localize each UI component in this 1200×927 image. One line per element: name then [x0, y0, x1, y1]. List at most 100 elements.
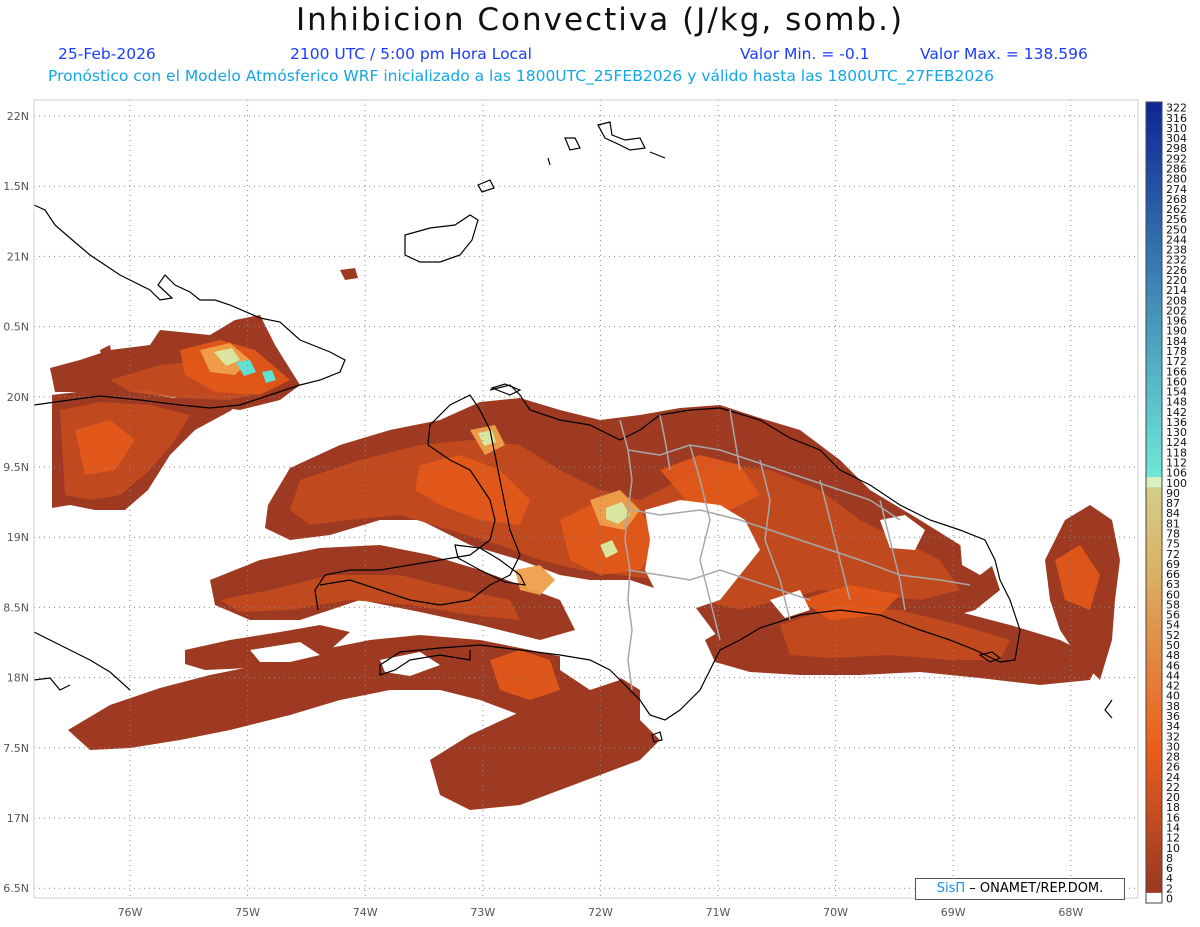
colorbar-label: 6 — [1166, 862, 1173, 875]
colorbar-label: 238 — [1166, 244, 1187, 257]
colorbar-label: 178 — [1166, 345, 1187, 358]
coastlines — [33, 121, 1113, 743]
colorbar-label: 316 — [1166, 112, 1187, 125]
colorbar-label: 250 — [1166, 223, 1187, 236]
colorbar-label: 4 — [1166, 872, 1173, 885]
colorbar-label: 42 — [1166, 680, 1180, 693]
colorbar-swatch — [1146, 416, 1162, 427]
colorbar-label: 10 — [1166, 842, 1180, 855]
colorbar-label: 22 — [1166, 781, 1180, 794]
colorbar-swatch — [1146, 781, 1162, 792]
colorbar-swatch — [1146, 842, 1162, 853]
lon-label: 74W — [353, 906, 378, 919]
colorbar-swatch — [1146, 892, 1162, 904]
province-borders — [619, 409, 971, 691]
lon-label: 75W — [235, 906, 260, 919]
colorbar-swatch — [1146, 122, 1162, 133]
colorbar-swatch — [1146, 832, 1162, 843]
colorbar-label: 54 — [1166, 619, 1180, 632]
lat-label: 6.5N — [3, 882, 29, 895]
colorbar: 3223163103042982922862802742682622562502… — [1145, 101, 1187, 906]
colorbar-swatch — [1146, 659, 1162, 671]
colorbar-swatch — [1146, 294, 1162, 306]
colorbar-swatch — [1146, 679, 1162, 691]
lat-label: 1.5N — [3, 180, 29, 193]
colorbar-swatch — [1146, 396, 1162, 407]
colorbar-label: 100 — [1166, 477, 1187, 490]
colorbar-label: 154 — [1166, 386, 1187, 399]
lat-label: 7.5N — [3, 742, 29, 755]
lat-label: 17N — [7, 812, 29, 825]
haiti-dr-border — [619, 419, 633, 691]
colorbar-label: 190 — [1166, 325, 1187, 338]
jamaica-coast — [33, 631, 131, 691]
caicos-islands — [597, 121, 646, 151]
colorbar-label: 40 — [1166, 690, 1180, 703]
small-cay-2 — [477, 179, 495, 193]
colorbar-label: 20 — [1166, 791, 1180, 804]
colorbar-label: 63 — [1166, 578, 1180, 591]
field-south-lower — [430, 700, 660, 810]
colorbar-swatch — [1146, 669, 1162, 681]
colorbar-swatch — [1146, 537, 1162, 549]
colorbar-label: 50 — [1166, 639, 1180, 652]
colorbar-label: 90 — [1166, 487, 1180, 500]
colorbar-label: 118 — [1166, 446, 1187, 459]
colorbar-swatch — [1146, 527, 1162, 539]
colorbar-swatch — [1146, 132, 1162, 144]
colorbar-label: 2 — [1166, 882, 1173, 895]
colorbar-swatch — [1146, 233, 1162, 245]
colorbar-swatch — [1146, 730, 1162, 742]
colorbar-label: 322 — [1166, 102, 1187, 115]
colorbar-label: 268 — [1166, 193, 1187, 206]
tortuga-island — [490, 383, 522, 396]
pale-patch-3 — [600, 540, 618, 558]
colorbar-label: 304 — [1166, 132, 1187, 145]
colorbar-label: 18 — [1166, 801, 1180, 814]
colorbar-swatch — [1146, 274, 1162, 286]
colorbar-swatch — [1146, 507, 1162, 519]
latitude-labels: 22N 1.5N 21N 0.5N 20N 9.5N 19N 8.5N 18N 7.5N 17N 6.… — [3, 110, 29, 895]
colorbar-label: 48 — [1166, 649, 1180, 662]
colorbar-swatch — [1146, 619, 1162, 630]
colorbar-swatch — [1146, 345, 1162, 356]
small-cay-3 — [649, 151, 666, 159]
colorbar-swatch — [1146, 213, 1162, 225]
colorbar-label: 106 — [1166, 467, 1187, 480]
pale-patch-1 — [606, 502, 630, 524]
colorbar-swatch — [1146, 325, 1162, 336]
beata-island — [651, 731, 663, 743]
colorbar-swatch — [1146, 558, 1162, 569]
map-frame — [33, 99, 1139, 899]
colorbar-swatch — [1146, 456, 1162, 468]
puerto-rico-tip — [1104, 699, 1113, 719]
hispaniola-south — [379, 609, 1001, 721]
colorbar-swatch — [1146, 375, 1162, 387]
colorbar-label: 72 — [1166, 548, 1180, 561]
lat-label: 9.5N — [3, 461, 29, 474]
lon-label: 72W — [588, 906, 613, 919]
small-cay-1 — [564, 137, 581, 151]
colorbar-swatch — [1146, 629, 1162, 640]
colorbar-swatch — [1146, 588, 1162, 600]
colorbar-swatch — [1146, 304, 1162, 316]
field-small-west — [100, 345, 112, 358]
colorbar-swatch — [1146, 335, 1162, 346]
colorbar-label: 292 — [1166, 152, 1187, 165]
colorbar-swatch — [1146, 142, 1162, 154]
colorbar-swatch — [1146, 162, 1162, 174]
colorbar-swatch — [1146, 487, 1162, 498]
colorbar-label: 36 — [1166, 710, 1180, 723]
colorbar-label: 130 — [1166, 426, 1187, 439]
colorbar-label: 84 — [1166, 507, 1180, 520]
colorbar-swatch — [1146, 548, 1162, 559]
colorbar-swatch — [1146, 700, 1162, 711]
colorbar-label: 136 — [1166, 416, 1187, 429]
colorbar-swatch — [1146, 203, 1162, 215]
credit-box: SisΠ – ONAMET/REP.DOM. — [915, 878, 1125, 900]
colorbar-label: 58 — [1166, 598, 1180, 611]
pale-patch-4 — [214, 348, 240, 366]
field-north-blob — [340, 268, 358, 280]
small-cay-4 — [547, 157, 551, 166]
